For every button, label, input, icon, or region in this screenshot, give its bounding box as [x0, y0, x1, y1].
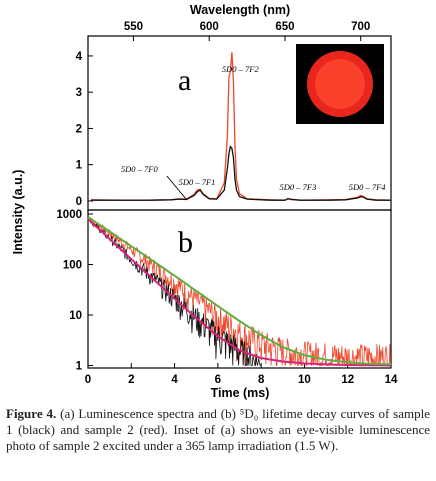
x-axis-title-wavelength: Wavelength (nm)	[190, 3, 290, 17]
transition-label: 5D0 – 7F0	[121, 164, 159, 174]
panel-b-frame	[87, 209, 392, 369]
x-tick-label-b: 6	[215, 374, 221, 386]
x-tick-label-a: 650	[275, 21, 294, 33]
decay-line-sample2	[87, 217, 391, 367]
y-tick-label-b: 1000	[56, 209, 82, 221]
x-tick-label-b: 4	[171, 374, 178, 386]
spectrum-panel: Wavelength (nm) 550 600 650 700 0 1 2 3 4 a 5D0 …	[76, 3, 392, 211]
x-tick-label-a: 700	[351, 21, 370, 33]
x-tick-label-b: 2	[128, 374, 134, 386]
inset-luminescence-photo	[296, 44, 384, 124]
caption-label: Figure 4.	[6, 406, 57, 421]
x-tick-label-a: 550	[124, 21, 143, 33]
x-tick-label-b: 10	[298, 374, 311, 386]
transition-label: 5D0 – 7F1	[179, 177, 216, 187]
annotation-arrow	[166, 175, 188, 201]
x-tick-label-a: 600	[200, 21, 219, 33]
panel-label-b: b	[178, 226, 193, 259]
panel-a-series	[90, 52, 392, 201]
y-tick-label-b: 1	[76, 360, 83, 372]
transition-label: 5D0 – 7F2	[222, 64, 260, 74]
panel-a-ticks: 550 600 650 700 0 1 2 3 4	[76, 21, 371, 208]
panel-a-annotations: 5D0 – 7F0 5D0 – 7F1 5D0 – 7F2 5D0 – 7F3 5D0 …	[121, 64, 387, 201]
y-tick-label-a: 3	[76, 87, 82, 99]
transition-label: 5D0 – 7F3	[279, 182, 316, 192]
inset-photo-core	[315, 59, 365, 109]
x-tick-label-b: 8	[258, 374, 265, 386]
x-axis-title-time: Time (ms)	[211, 386, 270, 400]
figure-caption: Figure 4. (a) Luminescence spectra and (…	[6, 406, 430, 454]
y-axis-title-intensity: Intensity (a.u.)	[11, 170, 25, 255]
y-tick-label-b: 100	[63, 260, 82, 272]
y-tick-label-a: 4	[76, 51, 83, 63]
y-tick-label-a: 2	[76, 123, 82, 135]
fit-curve-fit_magenta	[87, 218, 391, 367]
y-tick-label-b: 10	[69, 310, 82, 322]
transition-label: 5D0 – 7F4	[349, 182, 387, 192]
decay-panel: Time (ms) 0 2 4 6 8 10 12 14 1 10 100 1000 b	[56, 209, 398, 400]
panel-b-series	[87, 216, 392, 367]
x-tick-label-b: 14	[385, 374, 398, 386]
caption-text: (a) Luminescence spectra and (b) ⁵D₀ lif…	[6, 406, 430, 453]
spectrum-line-sample1	[91, 145, 391, 201]
x-tick-label-b: 12	[341, 374, 354, 386]
y-tick-label-a: 0	[76, 196, 82, 208]
y-tick-label-a: 1	[76, 160, 83, 172]
panel-label-a: a	[178, 64, 191, 97]
x-tick-label-b: 0	[85, 374, 91, 386]
fit-curve-fit_green	[87, 216, 392, 366]
